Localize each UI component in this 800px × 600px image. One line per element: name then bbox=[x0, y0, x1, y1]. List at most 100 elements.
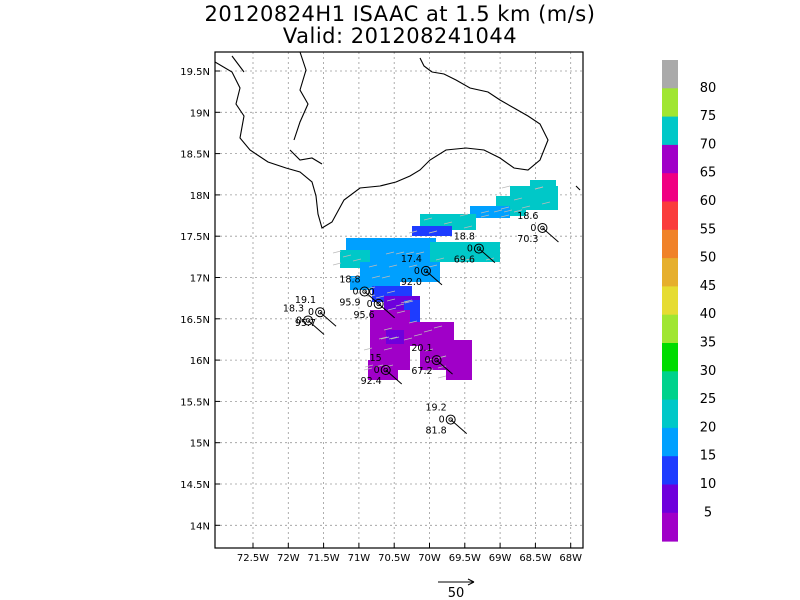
colorbar-swatch bbox=[662, 144, 678, 174]
station-value: 95.7 bbox=[295, 318, 316, 329]
lat-tick-label: 18.5N bbox=[180, 150, 210, 161]
station-value: 81.8 bbox=[426, 426, 447, 437]
colorbar-label: 75 bbox=[700, 109, 717, 124]
colorbar-label: 60 bbox=[700, 194, 717, 209]
colorbar-swatch bbox=[662, 116, 678, 146]
lat-tick-label: 17.5N bbox=[180, 232, 210, 243]
station-flag: 0 bbox=[467, 244, 473, 255]
chart-title: 20120824H1 ISAAC at 1.5 km (m/s) bbox=[204, 2, 596, 26]
colorbar-swatch bbox=[662, 173, 678, 202]
colorbar-swatch bbox=[662, 456, 678, 485]
colorbar-label: 40 bbox=[700, 307, 717, 322]
longitude-tick-labels: 72.5W 72W 71.5W 71W 70.5W 70W 69.5W 69W 68.5W 68W bbox=[237, 553, 582, 564]
station-value: 92.0 bbox=[401, 277, 422, 288]
colorbar-label: 25 bbox=[700, 392, 717, 407]
wind-speed-field bbox=[332, 180, 558, 380]
lon-tick-label: 71.5W bbox=[308, 553, 340, 564]
station-value: 95.9 bbox=[339, 298, 360, 309]
station-flag: 0 bbox=[296, 315, 302, 326]
lat-tick-label: 15.5N bbox=[180, 397, 210, 408]
colorbar-swatch bbox=[662, 512, 678, 542]
lon-tick-label: 68.5W bbox=[519, 553, 551, 564]
station-speed: 15 bbox=[370, 353, 382, 364]
colorbar-swatch bbox=[662, 343, 678, 372]
colorbar-swatch bbox=[662, 201, 678, 231]
wind-cell bbox=[470, 206, 510, 218]
lat-tick-label: 18N bbox=[190, 191, 210, 202]
lat-tick-label: 14.5N bbox=[180, 480, 210, 491]
lat-tick-label: 14N bbox=[190, 521, 210, 532]
colorbar-label: 10 bbox=[700, 477, 717, 492]
station-value: 95.6 bbox=[354, 310, 375, 321]
station-value: 70.3 bbox=[517, 234, 538, 245]
lat-tick-label: 16N bbox=[190, 356, 210, 367]
colorbar-swatch bbox=[662, 399, 678, 429]
colorbar-label: 55 bbox=[700, 222, 717, 237]
station-flag: 0 bbox=[374, 365, 380, 376]
colorbar-swatch bbox=[662, 484, 678, 514]
wind-cell bbox=[368, 360, 398, 380]
lon-tick-label: 72.5W bbox=[237, 553, 269, 564]
station-flag: 0 bbox=[439, 415, 445, 426]
colorbar-label: 20 bbox=[700, 420, 717, 435]
colorbar: 80 75 70 65 60 55 50 45 40 35 30 25 20 15 10 5 bbox=[662, 60, 716, 542]
colorbar-label: 50 bbox=[700, 251, 717, 266]
wind-cell bbox=[430, 242, 500, 262]
colorbar-swatch bbox=[662, 286, 678, 316]
station-value: 67.2 bbox=[411, 366, 432, 377]
station-speed: 18.8 bbox=[454, 232, 475, 243]
plot-frame bbox=[214, 51, 584, 549]
station-value: 92.4 bbox=[361, 376, 382, 387]
lon-tick-label: 69W bbox=[489, 553, 512, 564]
lon-tick-label: 70W bbox=[418, 553, 441, 564]
colorbar-label: 5 bbox=[704, 505, 712, 520]
colorbar-swatch bbox=[662, 371, 678, 401]
colorbar-swatch bbox=[662, 427, 678, 457]
station-flag: 0 bbox=[367, 299, 373, 310]
coastline bbox=[215, 52, 581, 229]
station-speed: 20.1 bbox=[411, 343, 432, 354]
colorbar-label: 30 bbox=[700, 364, 717, 379]
colorbar-swatch bbox=[662, 258, 678, 287]
latitude-tick-labels: 19.5N 19N 18.5N 18N 17.5N 17N 16.5N 16N 15.5N 15N… bbox=[180, 67, 210, 532]
station-speed: 19.1 bbox=[295, 295, 316, 306]
colorbar-label: 70 bbox=[700, 137, 717, 152]
lon-tick-label: 71W bbox=[348, 553, 371, 564]
station-flag: 0 bbox=[414, 266, 420, 277]
lon-tick-label: 70.5W bbox=[378, 553, 410, 564]
dropsonde-stations: 18.6070.318.8069.617.4092.018.8095.90095… bbox=[283, 211, 559, 437]
station-speed: 17.4 bbox=[401, 254, 422, 265]
colorbar-label: 45 bbox=[700, 279, 717, 294]
lon-tick-label: 68W bbox=[559, 553, 582, 564]
colorbar-swatch bbox=[662, 229, 678, 259]
colorbar-swatch bbox=[662, 88, 678, 118]
wind-cell bbox=[412, 226, 452, 236]
colorbar-label: 35 bbox=[700, 336, 717, 351]
lon-tick-label: 72W bbox=[277, 553, 300, 564]
colorbar-label: 15 bbox=[700, 449, 717, 464]
station-speed: 0 bbox=[369, 287, 375, 298]
station-speed: 19.2 bbox=[426, 403, 447, 414]
station-speed: 18.6 bbox=[517, 211, 538, 222]
chart-subtitle: Valid: 201208241044 bbox=[282, 24, 518, 48]
station-speed: 18.3 bbox=[283, 303, 304, 314]
colorbar-swatch bbox=[662, 314, 678, 344]
lat-tick-label: 17N bbox=[190, 274, 210, 285]
station-flag: 0 bbox=[308, 307, 314, 318]
colorbar-label: 65 bbox=[700, 166, 717, 181]
station-flag: 0 bbox=[353, 287, 359, 298]
wind-cell bbox=[530, 180, 556, 190]
station-speed: 18.8 bbox=[339, 275, 360, 286]
lat-tick-label: 19.5N bbox=[180, 67, 210, 78]
colorbar-label: 80 bbox=[700, 81, 717, 96]
station-marker: 18.30 bbox=[283, 303, 325, 335]
wind-cell bbox=[386, 330, 404, 344]
